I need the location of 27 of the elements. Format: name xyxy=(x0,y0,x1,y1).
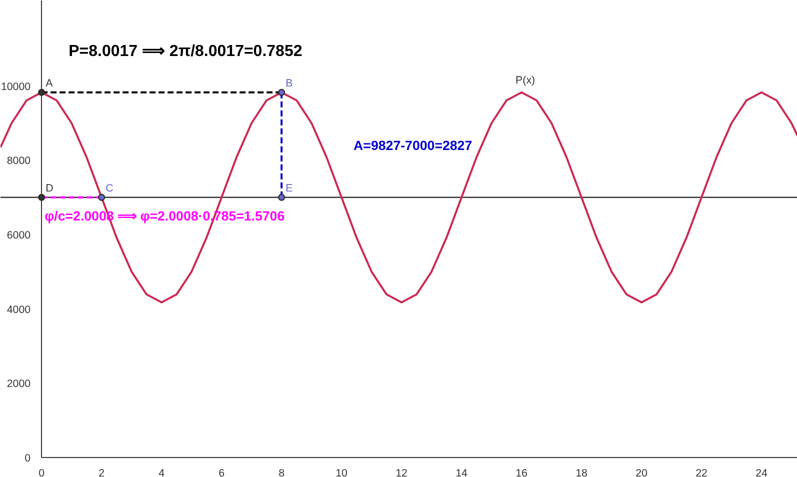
y-tick-label: 10000 xyxy=(0,80,31,93)
annotation: P=8.0017 ⟹ 2π/8.0017=0.7852 xyxy=(68,42,302,60)
x-tick-label: 14 xyxy=(456,467,468,477)
x-tick-label: 10 xyxy=(336,467,348,477)
y-tick-label: 6000 xyxy=(6,230,31,242)
annotation: D xyxy=(46,182,54,194)
y-tick-label: 0 xyxy=(24,452,31,464)
y-tick-label: 4000 xyxy=(6,304,31,316)
x-tick-label: 18 xyxy=(576,467,588,477)
x-tick-label: 20 xyxy=(636,467,648,477)
x-tick-label: 12 xyxy=(396,467,408,477)
x-tick-label: 2 xyxy=(98,467,105,477)
x-tick-label: 24 xyxy=(756,467,768,477)
annotation: B xyxy=(286,77,293,90)
annotation: A xyxy=(46,77,54,90)
annotation: A=9827-7000=2827 xyxy=(354,138,472,153)
annotation: C xyxy=(106,182,114,194)
x-tick-label: 22 xyxy=(696,467,708,477)
x-tick-label: 16 xyxy=(516,467,528,477)
x-tick-label: 6 xyxy=(218,467,225,477)
x-tick-label: 8 xyxy=(278,467,285,477)
annotation: E xyxy=(286,182,293,194)
x-tick-label: 0 xyxy=(38,467,45,477)
x-tick-label: 4 xyxy=(158,467,165,477)
y-tick-label: 2000 xyxy=(6,378,31,390)
series-label: P(x) xyxy=(516,74,536,86)
y-tick-label: 8000 xyxy=(6,155,31,168)
